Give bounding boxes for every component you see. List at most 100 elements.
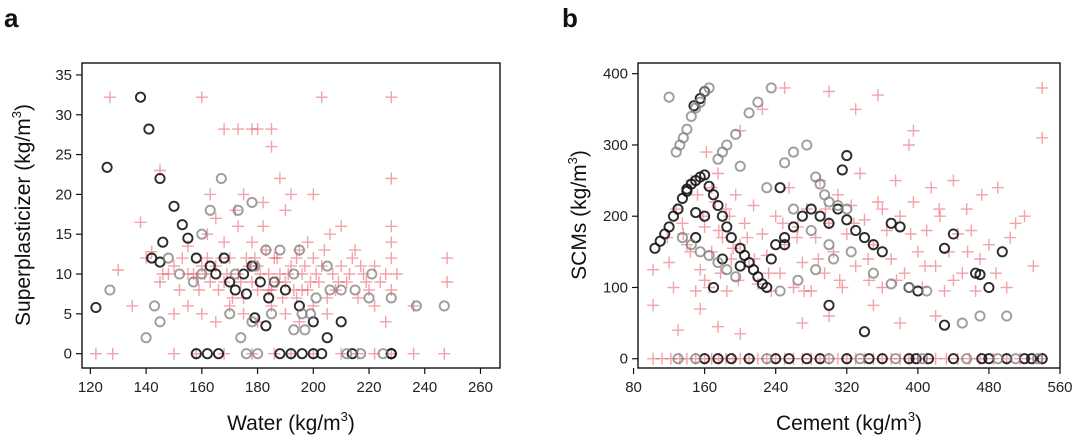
- panel-b-circle-gray-point: [841, 203, 853, 215]
- panel-b-circle-dark-point: [814, 210, 826, 222]
- panel-a-plus-point: [374, 276, 387, 288]
- panel-a-plot-frame: [81, 62, 501, 369]
- panel-b-circle-dark-point: [725, 232, 737, 244]
- panel-a-plus-point: [298, 260, 311, 273]
- panel-a-circle-dark-point: [316, 348, 328, 360]
- panel-a-x-tick-label: 220: [357, 379, 382, 396]
- panel-b-circle-dark-point: [725, 353, 737, 365]
- panel-a-circle-dark-point: [190, 252, 202, 264]
- panel-b-plus-point: [798, 285, 811, 297]
- panel-b-circle-dark-point: [858, 232, 871, 244]
- panel-a-circle-gray-point: [235, 332, 247, 344]
- panel-b-plus-point: [691, 188, 704, 201]
- panel-a-circle-dark-point: [190, 348, 202, 360]
- panel-a-circle-gray-point: [252, 348, 264, 360]
- panel-b-circle-dark-point: [734, 260, 746, 272]
- panel-b-circle-gray-point: [730, 271, 742, 283]
- panel-a-y-tick-label: 20: [55, 186, 72, 203]
- panel-a-plus-point: [154, 276, 166, 288]
- panel-a-plus-point: [307, 252, 320, 265]
- panel-b-plus-point: [689, 285, 702, 297]
- panel-b-plus-point: [769, 210, 782, 223]
- panel-b-circle-dark-point: [1026, 353, 1038, 365]
- panel-a-circle-gray-point: [268, 276, 280, 288]
- panel-b-plus-point: [663, 256, 676, 269]
- panel-b-plus-point: [698, 274, 711, 287]
- panel-b-y-tick-label: 200: [603, 208, 628, 225]
- panel-b-circle-gray-point: [890, 353, 902, 365]
- panel-a-circle-gray-point: [341, 348, 353, 360]
- panel-b-plus-point: [854, 167, 867, 180]
- panel-a-plus-point: [354, 260, 367, 273]
- panel-a-circle-dark-point: [335, 316, 347, 328]
- panel-b-plus-point: [894, 210, 907, 223]
- panel-b-circle-dark-point: [976, 353, 988, 365]
- panel-a-plus-point: [218, 123, 231, 136]
- panel-a-y-tick-label: 10: [55, 266, 72, 283]
- panel-b-circle-gray-point: [801, 139, 813, 151]
- panel-a-circle-dark-point: [101, 161, 113, 173]
- panel-b-plus-point: [796, 317, 809, 330]
- panel-a-plus-point: [218, 347, 231, 360]
- panel-b-circle-dark-point: [801, 353, 813, 365]
- panel-a-plus-point: [273, 268, 286, 280]
- panel-b-circle-gray-point: [721, 139, 733, 151]
- panel-b-circle-gray-point: [1032, 353, 1044, 365]
- panel-a-y-tick-label: 15: [55, 226, 72, 243]
- panel-b-circle-gray-point: [787, 146, 800, 158]
- panel-b-plus-point: [871, 196, 884, 208]
- panel-a-plus-point: [204, 276, 217, 288]
- panel-b-circle-dark-point: [823, 299, 835, 311]
- panel-b-plus-point: [911, 245, 924, 258]
- panel-a-ticks: 120 140 160 180 200 220 240 260 0 5 10 15 20 25 30 35: [55, 67, 493, 396]
- panel-a-circle-gray-point: [349, 284, 361, 296]
- panel-b-plus-point: [667, 281, 680, 294]
- panel-a-circle-gray-point: [196, 268, 208, 280]
- panel-a-plus-point: [335, 220, 348, 233]
- panel-a-circle-gray-point: [140, 332, 152, 344]
- panel-a-plus-point: [385, 252, 398, 265]
- panel-a-plus-point: [385, 91, 398, 104]
- panel-b-plus-point: [778, 81, 791, 94]
- panel-b-plus-point: [934, 210, 947, 223]
- panel-a-plus-point: [324, 228, 336, 241]
- panel-a-plus-point: [257, 196, 270, 209]
- panel-b-plus-point: [831, 188, 844, 201]
- panel-a-circle-gray-point: [232, 204, 244, 216]
- panel-b-plus-point: [1018, 210, 1031, 223]
- panel-b-plus-point: [920, 224, 933, 237]
- panel-a-circle-dark-point: [218, 252, 230, 264]
- panel-a-plus-point: [301, 236, 314, 249]
- panel-b-circle-gray-point: [712, 256, 724, 269]
- panel-a-x-tick-label: 120: [78, 379, 103, 396]
- panel-a-plus-point: [173, 284, 186, 296]
- panel-a-plus-point: [441, 252, 454, 265]
- panel-b-circle-gray-point: [903, 281, 915, 294]
- panel-b-plus-point: [907, 124, 920, 137]
- panel-b-y-tick-label: 0: [620, 351, 628, 368]
- panel-b-plus-point: [929, 310, 942, 322]
- panel-a-circle-gray-point: [196, 228, 208, 240]
- panel-b-circle-gray-point: [765, 82, 777, 94]
- panel-b-plus-point: [991, 181, 1004, 194]
- panel-b-plus-point: [889, 174, 902, 187]
- panel-b-plus-point: [647, 299, 660, 312]
- panel-b-circle-dark-point: [707, 281, 720, 294]
- panel-b-circle-gray-point: [694, 246, 706, 258]
- panel-b-plus-point: [929, 352, 942, 365]
- panel-b-circle-gray-point: [685, 110, 697, 122]
- panel-b-y-tick-label: 400: [603, 66, 628, 83]
- panel-b-plus-point: [876, 281, 889, 294]
- panel-b-circle-dark-point: [681, 185, 693, 197]
- panel-b-circle-dark-point: [823, 217, 835, 229]
- panel-b-plus-point: [885, 253, 898, 265]
- panel-b-plus-point: [729, 188, 742, 201]
- panel-a-y-tick-label: 0: [64, 346, 72, 363]
- panel-a-circle-gray-point: [363, 292, 375, 304]
- panel-a-plus-point: [273, 172, 286, 185]
- panel-a-plus-point: [360, 276, 373, 288]
- panel-b-circle-dark-point: [707, 189, 720, 201]
- panel-a-plus-point: [209, 212, 222, 225]
- panel-a-plus-point: [315, 91, 328, 104]
- panel-a-x-tick-label: 140: [134, 379, 159, 396]
